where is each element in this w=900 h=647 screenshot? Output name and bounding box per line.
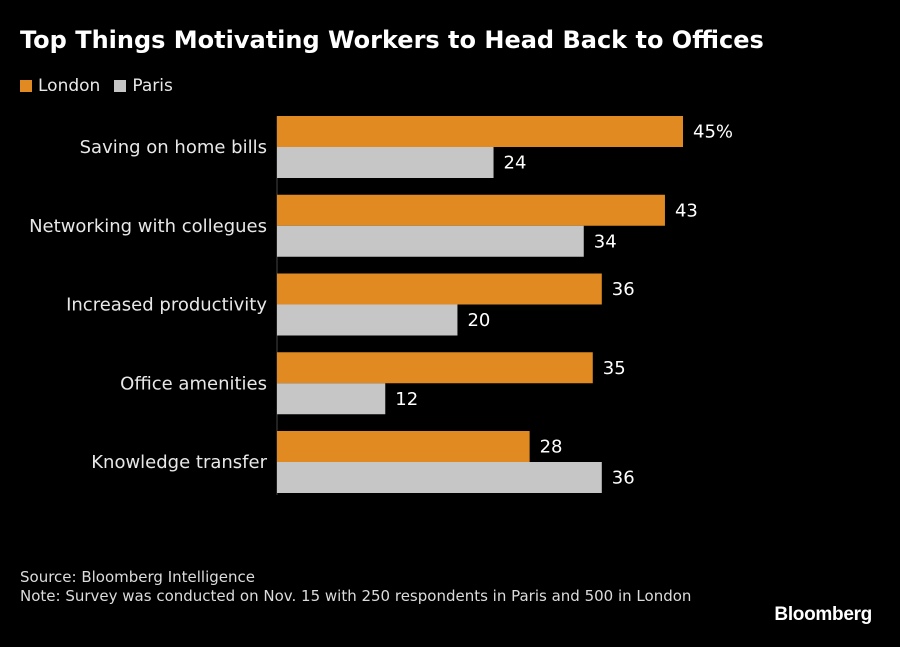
category-label: Office amenities xyxy=(120,373,267,394)
bar-paris xyxy=(277,383,386,415)
data-label-london: 28 xyxy=(540,437,563,458)
bloomberg-logo: Bloomberg xyxy=(774,604,872,625)
category-label: Increased productivity xyxy=(66,295,267,316)
data-label-paris: 24 xyxy=(504,153,527,174)
legend: London Paris xyxy=(20,76,187,96)
data-label-london: 45% xyxy=(693,122,733,143)
chart-title: Top Things Motivating Workers to Head Ba… xyxy=(20,26,764,54)
legend-item-paris: Paris xyxy=(114,76,173,96)
data-label-london: 43 xyxy=(675,200,698,221)
category-label: Saving on home bills xyxy=(80,137,267,158)
data-label-london: 35 xyxy=(603,358,626,379)
bar-paris xyxy=(277,304,458,336)
category-label: Knowledge transfer xyxy=(91,452,267,473)
bar-london xyxy=(277,352,593,384)
legend-item-london: London xyxy=(20,76,100,96)
bar-london xyxy=(277,431,530,462)
legend-label-london: London xyxy=(38,76,101,96)
bar-london xyxy=(277,116,683,147)
category-label: Networking with collegues xyxy=(29,216,267,237)
data-label-paris: 34 xyxy=(594,231,617,252)
bar-chart: Saving on home bills 45% 24 Networking with… xyxy=(29,116,733,495)
source-text: Source: Bloomberg Intelligence xyxy=(20,568,255,586)
legend-swatch-london xyxy=(20,80,32,92)
bar-paris xyxy=(277,462,602,493)
bar-paris xyxy=(277,225,584,257)
legend-label-paris: Paris xyxy=(132,76,173,96)
bar-london xyxy=(277,273,602,305)
bar-london xyxy=(277,194,665,226)
data-label-london: 36 xyxy=(612,279,635,300)
footer-notes: Source: Bloomberg Intelligence Note: Sur… xyxy=(20,568,740,606)
note-text: Note: Survey was conducted on Nov. 15 wi… xyxy=(20,587,692,605)
data-label-paris: 36 xyxy=(612,468,635,489)
bar-paris xyxy=(277,147,494,178)
data-label-paris: 20 xyxy=(467,310,490,331)
data-label-paris: 12 xyxy=(395,389,418,410)
legend-swatch-paris xyxy=(114,80,127,92)
